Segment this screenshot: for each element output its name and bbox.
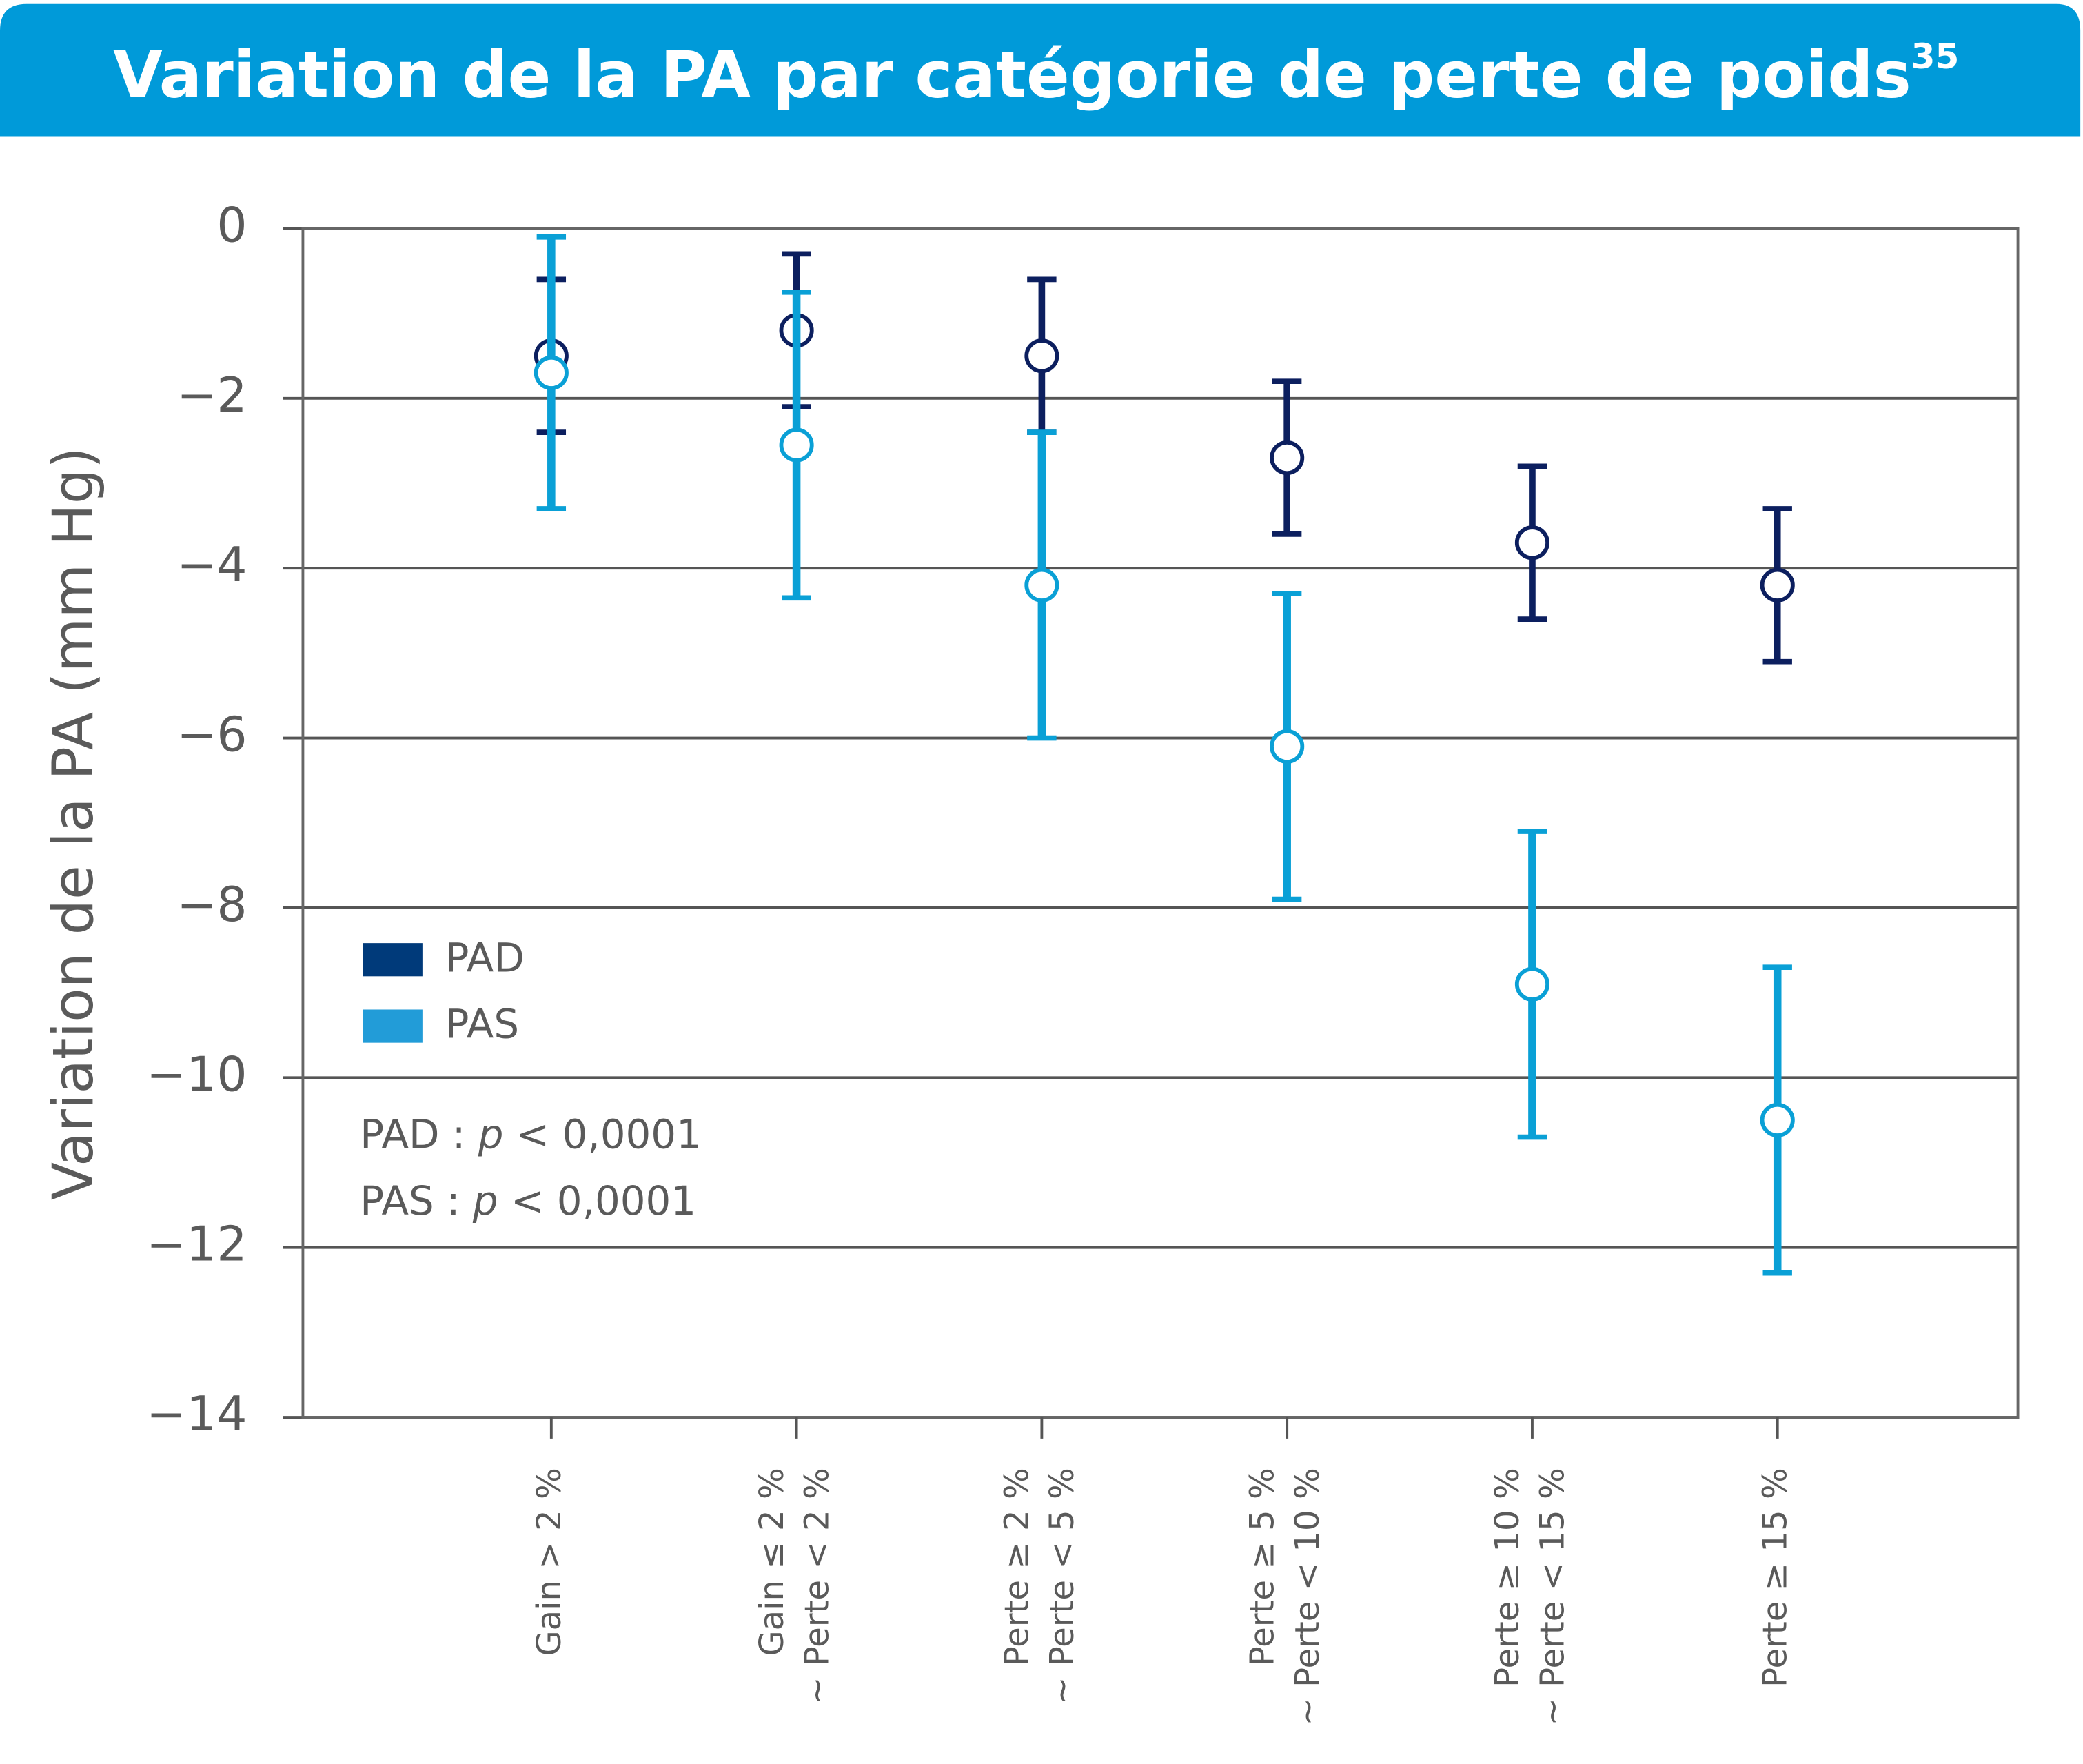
error-bar-group	[1514, 829, 1549, 1140]
x-tick-label: Gain ≤ 2 %	[753, 1468, 791, 1656]
error-bar-group	[534, 234, 569, 511]
annotation-part: PAD :	[360, 1111, 478, 1158]
error-bar-group	[779, 289, 814, 601]
x-tick-label: Perte ≥ 5 %	[1243, 1468, 1281, 1666]
error-bar-group	[1760, 964, 1795, 1276]
y-tick-label: −6	[176, 708, 247, 763]
point	[1024, 567, 1059, 602]
x-tick-label: ~ Perte < 5 %	[1043, 1468, 1081, 1705]
error-bar-group	[1270, 591, 1305, 902]
point	[1760, 567, 1795, 602]
error-bar-group	[1270, 378, 1305, 537]
point	[1514, 966, 1549, 1002]
annotation-part: p	[478, 1111, 504, 1158]
annotation-part: < 0,0001	[498, 1177, 696, 1224]
x-tick-label: Gain > 2 %	[530, 1468, 569, 1656]
annotation: PAD : p < 0,0001	[360, 1111, 702, 1158]
y-tick-label: −10	[146, 1047, 247, 1102]
point	[1760, 1102, 1795, 1137]
legend-swatch	[363, 943, 423, 977]
title-text: Variation de la PA par catégorie de pert…	[113, 38, 1911, 112]
plot-border	[301, 227, 2020, 1419]
header-band	[0, 3, 2081, 137]
y-tick-label: 0	[216, 198, 247, 253]
legend-label: PAS	[445, 1001, 519, 1048]
annotation-part: p	[472, 1177, 498, 1224]
error-bar-group	[1024, 276, 1059, 435]
y-tick-label: −2	[176, 368, 247, 423]
point	[779, 427, 814, 463]
x-tick-label: ~ Perte < 10 %	[1288, 1468, 1327, 1725]
y-tick-label: −8	[176, 878, 247, 933]
title-ref: 35	[1911, 35, 1960, 76]
legend-label: PAD	[445, 934, 525, 981]
point	[1024, 338, 1059, 374]
y-tick-label: −14	[146, 1387, 247, 1442]
x-tick-label: ~ Perte < 15 %	[1534, 1468, 1572, 1725]
chart-title: Variation de la PA par catégorie de pert…	[113, 35, 1959, 112]
y-tick-label: −12	[146, 1217, 247, 1273]
error-bar-group	[1024, 429, 1059, 741]
point	[1514, 525, 1549, 560]
error-bar-group	[1514, 463, 1549, 622]
annotation-part: PAS :	[360, 1177, 473, 1224]
legend-swatch	[363, 1009, 423, 1043]
annotation: PAS : p < 0,0001	[360, 1177, 696, 1224]
x-tick-label: Perte ≥ 15 %	[1756, 1468, 1795, 1687]
x-tick-label: Perte ≥ 10 %	[1488, 1468, 1527, 1687]
point	[1270, 440, 1305, 476]
x-tick-label: ~ Perte < 2 %	[797, 1468, 836, 1705]
point	[1270, 729, 1305, 764]
point	[534, 355, 569, 390]
y-axis-label: Variation de la PA (mm Hg)	[41, 447, 106, 1200]
x-tick-label: Perte ≥ 2 %	[998, 1468, 1037, 1666]
y-tick-label: −4	[176, 538, 247, 593]
annotation-part: < 0,0001	[503, 1111, 701, 1158]
error-bar-group	[1760, 506, 1795, 665]
